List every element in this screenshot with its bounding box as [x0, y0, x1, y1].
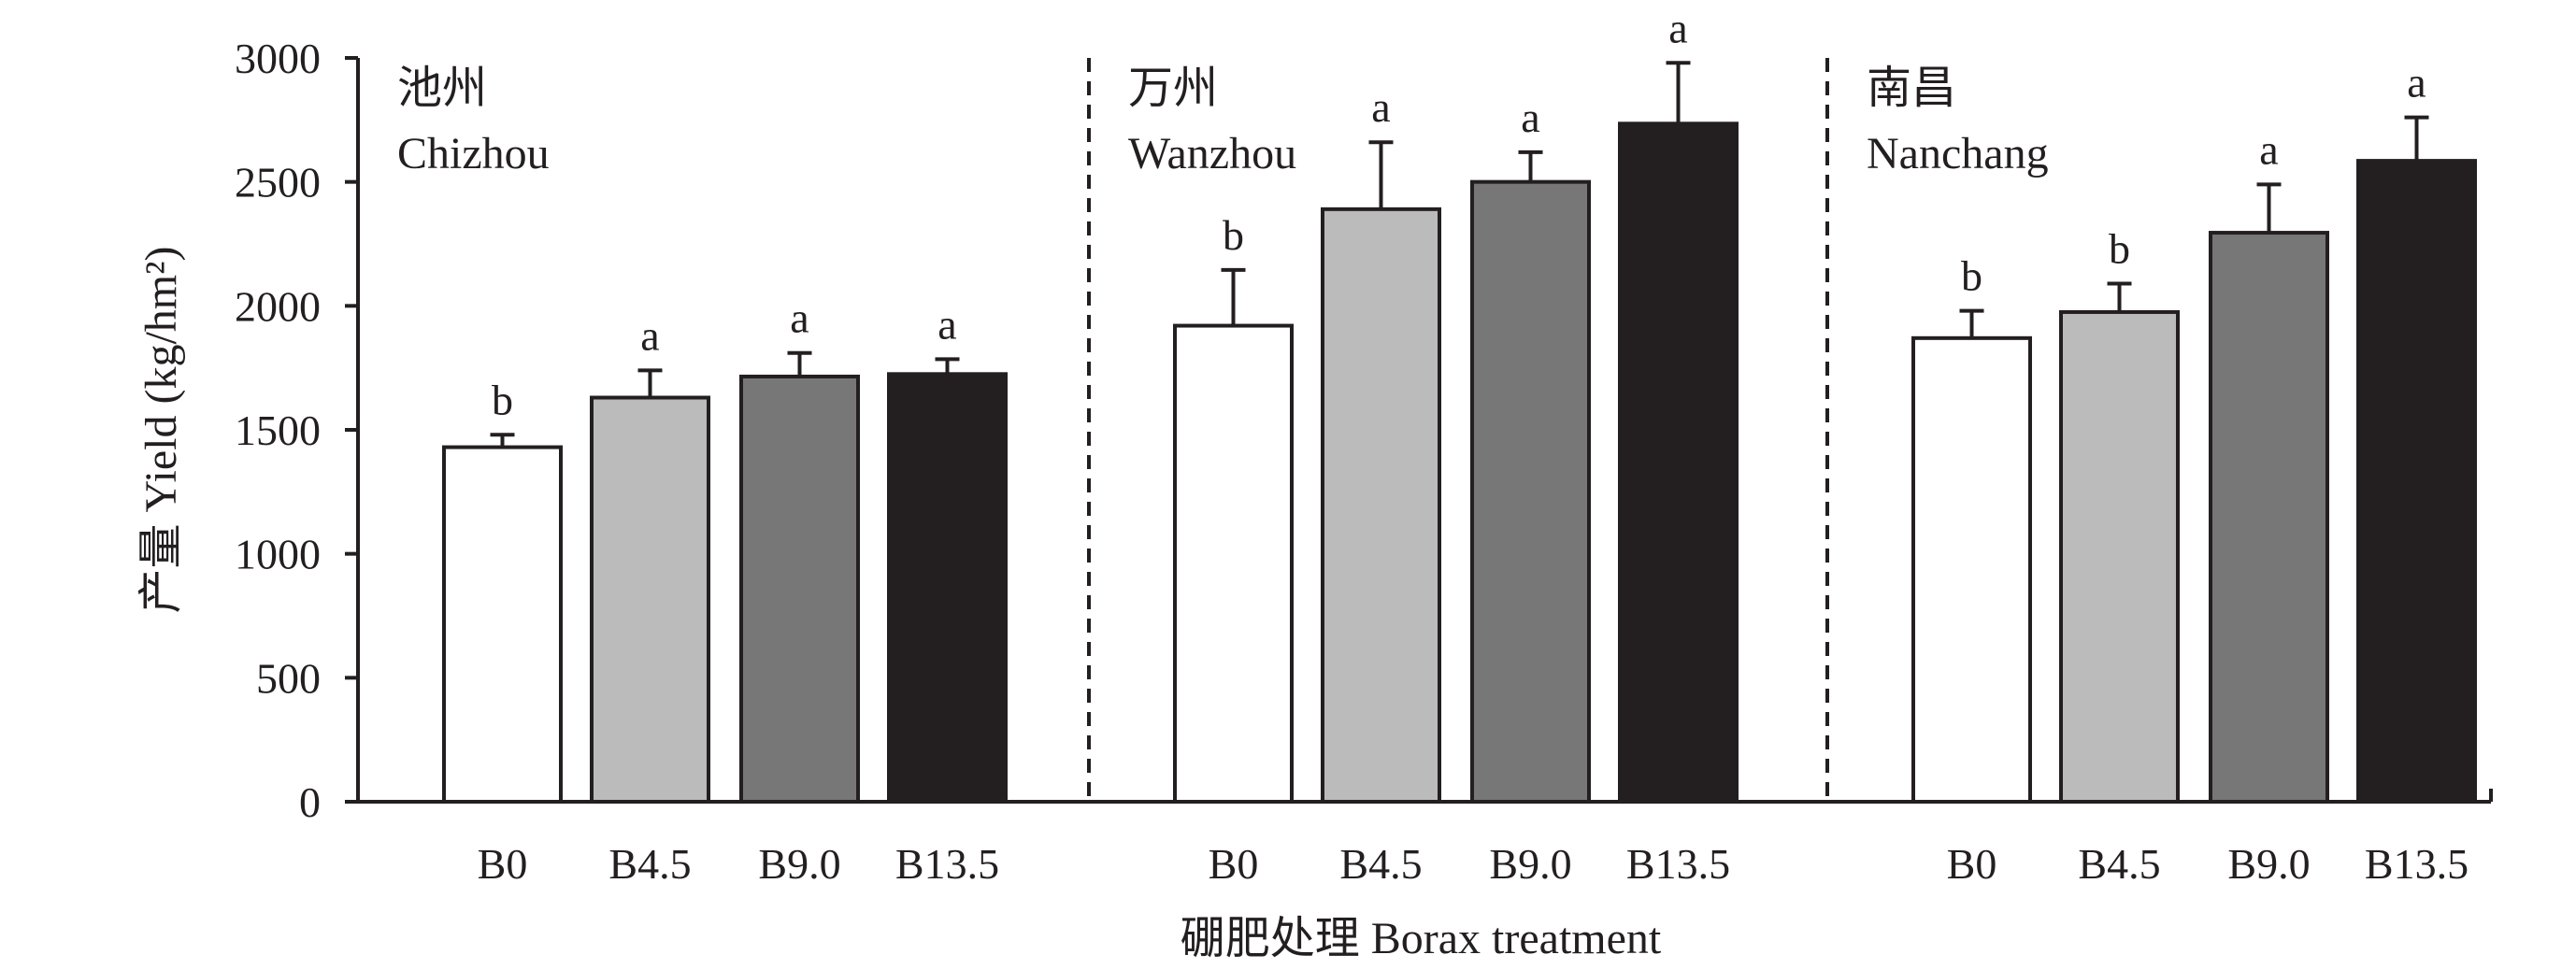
bar	[2059, 309, 2180, 804]
x-tick-label: B0	[1947, 840, 1997, 888]
x-tick-label: B4.5	[2078, 840, 2160, 888]
significance-label: a	[2407, 59, 2426, 107]
y-tick-label: 2000	[235, 282, 321, 330]
significance-label: a	[1371, 83, 1390, 131]
x-tick-label: B9.0	[1489, 840, 1571, 888]
bar	[1173, 323, 1294, 804]
axes: 0 500 1000 1500 2000 2500 3000	[235, 35, 2493, 826]
y-tick-label: 3000	[235, 35, 321, 82]
bar	[887, 372, 1008, 804]
group-separators	[1087, 58, 1829, 802]
site-label-cn: 万州	[1128, 64, 1218, 113]
significance-label: a	[2259, 125, 2278, 173]
site-label-en: Nanchang	[1867, 129, 2049, 178]
site-label-cn: 南昌	[1867, 64, 1956, 113]
significance-label: b	[2109, 224, 2130, 272]
y-axis-title: 产量 Yield (kg/hm²)	[136, 246, 186, 613]
bar	[1618, 121, 1739, 804]
x-tick-label: B9.0	[758, 840, 840, 888]
bar	[739, 374, 860, 804]
significance-label: a	[1668, 4, 1687, 51]
bar	[442, 445, 563, 804]
significance-label: b	[492, 376, 513, 423]
bars	[442, 61, 2477, 804]
significance-label: a	[937, 300, 956, 348]
y-tick-label: 500	[256, 654, 321, 702]
significance-label: b	[1223, 211, 1244, 259]
bar	[2209, 231, 2329, 804]
bar	[590, 395, 710, 804]
labels: 池州 Chizhou b B0 a B4.5 a B9.0 a B13.5 万州 Wanzhou b B0…	[397, 4, 2469, 888]
y-tick-label: 0	[299, 778, 321, 826]
x-axis-title: 硼肥处理 Borax treatment	[1181, 914, 1662, 963]
significance-label: a	[1521, 93, 1539, 141]
x-tick-label: B4.5	[1339, 840, 1422, 888]
x-tick-label: B0	[478, 840, 528, 888]
bar	[1470, 179, 1591, 804]
y-tick-label: 1000	[235, 531, 321, 578]
bar	[2356, 159, 2477, 804]
site-label-en: Chizhou	[397, 129, 550, 178]
x-tick-label: B0	[1209, 840, 1259, 888]
bar	[1321, 207, 1441, 804]
x-tick-label: B9.0	[2227, 840, 2310, 888]
site-label-cn: 池州	[397, 64, 487, 113]
x-tick-label: B13.5	[1626, 840, 1730, 888]
bar	[1911, 335, 2032, 804]
site-label-en: Wanzhou	[1128, 129, 1296, 178]
significance-label: b	[1961, 252, 1982, 300]
x-tick-label: B4.5	[608, 840, 691, 888]
y-tick-label: 1500	[235, 406, 321, 454]
significance-label: a	[640, 311, 659, 359]
x-tick-label: B13.5	[895, 840, 999, 888]
y-tick-label: 2500	[235, 159, 321, 207]
x-tick-label: B13.5	[2365, 840, 2469, 888]
significance-label: a	[790, 294, 809, 342]
